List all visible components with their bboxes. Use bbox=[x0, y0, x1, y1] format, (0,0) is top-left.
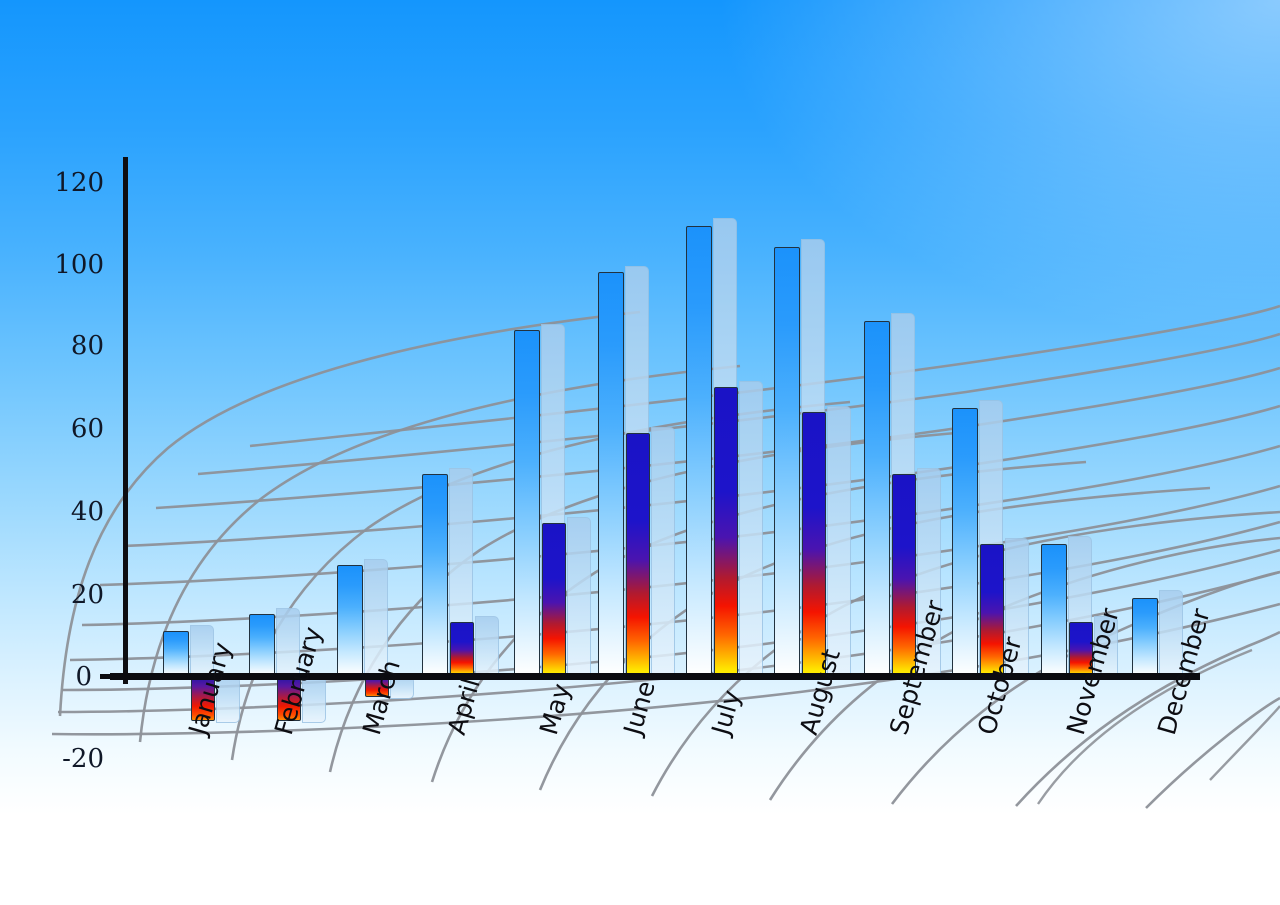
bar-face bbox=[980, 544, 1004, 676]
y-tick-120: 120 bbox=[54, 168, 104, 198]
y-tick-100: 100 bbox=[54, 250, 104, 280]
bar-face bbox=[450, 622, 474, 676]
bar-july-series-1[interactable] bbox=[686, 226, 712, 676]
bar-november-series-1[interactable] bbox=[1041, 544, 1067, 676]
bar-side-panel bbox=[827, 406, 851, 678]
bar-august-series-2[interactable] bbox=[802, 412, 826, 676]
bar-june-series-2[interactable] bbox=[626, 432, 650, 676]
bar-april-series-1[interactable] bbox=[422, 473, 448, 676]
y-tick-40: 40 bbox=[70, 497, 104, 527]
bar-face bbox=[422, 473, 448, 676]
bar-side-panel bbox=[475, 616, 499, 678]
bar-face bbox=[1041, 544, 1067, 676]
bar-face bbox=[598, 271, 624, 676]
bar-december-series-1[interactable] bbox=[1132, 597, 1158, 676]
bar-face bbox=[686, 226, 712, 676]
bar-side-panel bbox=[1005, 538, 1029, 678]
x-axis-line bbox=[110, 673, 1200, 680]
bar-side-panel bbox=[364, 558, 388, 678]
x-label-july: July bbox=[706, 686, 747, 738]
bar-face bbox=[249, 614, 275, 676]
x-label-april: April bbox=[442, 675, 486, 738]
bar-june-series-1[interactable] bbox=[598, 271, 624, 676]
bar-september-series-1[interactable] bbox=[864, 321, 890, 676]
bar-side-panel bbox=[190, 624, 214, 678]
bar-face bbox=[802, 412, 826, 676]
bar-face bbox=[952, 407, 978, 676]
bar-face bbox=[542, 523, 566, 676]
y-axis-line bbox=[123, 157, 128, 684]
bar-may-series-2[interactable] bbox=[542, 523, 566, 676]
bar-face bbox=[626, 432, 650, 676]
bar-face bbox=[714, 387, 738, 676]
y-tick-80: 80 bbox=[70, 331, 104, 361]
y-tick-0: 0 bbox=[75, 662, 92, 692]
bar-face bbox=[337, 564, 363, 676]
bar-face bbox=[277, 676, 301, 722]
bar-february-series-2[interactable] bbox=[277, 676, 301, 722]
bar-april-series-2[interactable] bbox=[450, 622, 474, 676]
bar-face bbox=[1069, 622, 1093, 676]
x-label-may: May bbox=[534, 680, 577, 738]
bar-july-series-2[interactable] bbox=[714, 387, 738, 676]
bar-november-series-2[interactable] bbox=[1069, 622, 1093, 676]
bar-february-series-1[interactable] bbox=[249, 614, 275, 676]
bar-side-panel bbox=[1094, 616, 1118, 678]
x-label-june: June bbox=[618, 677, 661, 738]
y-tick-20: 20 bbox=[70, 580, 104, 610]
bar-side-panel bbox=[651, 426, 675, 678]
y-tick-neg20: -20 bbox=[62, 744, 104, 774]
bar-face bbox=[774, 247, 800, 676]
bar-face bbox=[514, 329, 540, 676]
bar-side-panel bbox=[276, 608, 300, 678]
bar-side-panel bbox=[1159, 589, 1183, 678]
bar-january-series-1[interactable] bbox=[163, 630, 189, 676]
bar-august-series-1[interactable] bbox=[774, 247, 800, 676]
bar-may-series-1[interactable] bbox=[514, 329, 540, 676]
bar-october-series-1[interactable] bbox=[952, 407, 978, 676]
bar-face bbox=[892, 473, 916, 676]
y-tick-60: 60 bbox=[70, 414, 104, 444]
bar-october-series-2[interactable] bbox=[980, 544, 1004, 676]
bar-side-panel bbox=[739, 381, 763, 678]
bar-september-series-2[interactable] bbox=[892, 473, 916, 676]
bar-march-series-1[interactable] bbox=[337, 564, 363, 676]
bar-face bbox=[1132, 597, 1158, 676]
bar-side-panel bbox=[567, 517, 591, 678]
bar-face bbox=[864, 321, 890, 676]
bar-face bbox=[163, 630, 189, 676]
